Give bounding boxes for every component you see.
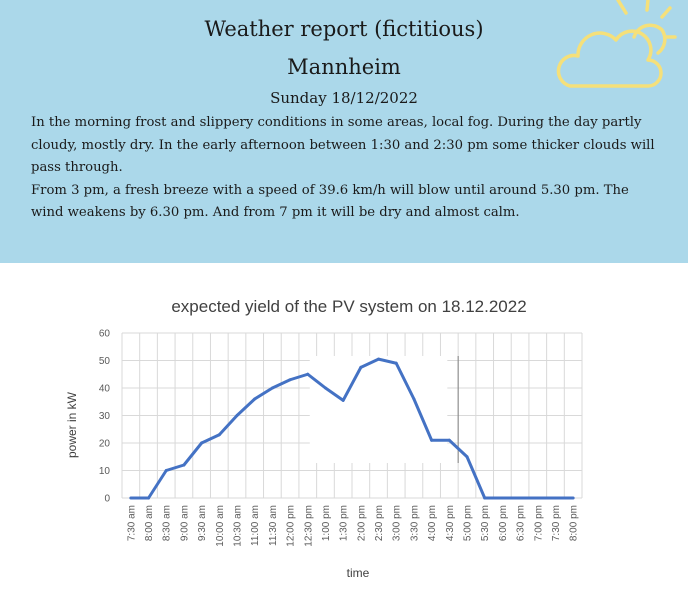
x-axis-ticks: 7:30 am 8:00 am 8:30 am 9:00 am 9:30 am 10:00…: [126, 505, 579, 547]
x-tick-label: 5:30 pm: [480, 505, 491, 541]
x-tick-label: 12:30 pm: [303, 505, 314, 547]
x-tick-label: 7:30 pm: [551, 505, 562, 541]
y-axis-label: power in kW: [65, 391, 79, 458]
x-tick-label: 8:00 am: [144, 505, 155, 541]
y-tick-label: 10: [99, 466, 111, 477]
line-segment: [377, 357, 398, 365]
x-tick-label: 4:30 pm: [445, 505, 456, 541]
plot-overlay-box: [309, 356, 448, 463]
line-segment: [341, 365, 363, 402]
line-segment: [164, 463, 186, 472]
x-tick-label: 11:30 am: [268, 505, 279, 546]
line-segment: [323, 386, 345, 402]
x-tick-label: 9:30 am: [197, 505, 208, 541]
x-tick-label: 2:00 pm: [356, 505, 367, 541]
line-segment: [306, 372, 327, 390]
chart-title: expected yield of the PV system on 18.12…: [171, 297, 526, 316]
line-segment: [465, 455, 487, 500]
line-segment: [200, 433, 221, 445]
partly-cloudy-sun-icon: [556, 0, 677, 88]
x-tick-label: 2:30 pm: [374, 505, 385, 541]
x-tick-label: 7:00 pm: [533, 505, 544, 541]
line-segment: [147, 469, 168, 500]
x-tick-label: 8:00 pm: [569, 505, 580, 541]
report-title: Weather report (fictitious): [204, 17, 484, 41]
report-city: Mannheim: [287, 55, 401, 79]
x-tick-label: 3:00 pm: [392, 505, 403, 541]
line-segment: [217, 414, 239, 437]
line-segment: [182, 441, 204, 467]
x-tick-label: 10:00 am: [215, 505, 226, 547]
x-tick-label: 6:00 pm: [498, 505, 509, 541]
pv-yield-chart: expected yield of the PV system on 18.12…: [65, 297, 583, 580]
series-line: [129, 357, 575, 500]
y-axis-ticks: 0 10 20 30 40 50 60: [99, 329, 111, 505]
forecast-paragraph: From 3 pm, a fresh breeze with a speed o…: [31, 182, 629, 221]
line-segment: [359, 357, 381, 369]
y-tick-label: 40: [99, 384, 111, 395]
y-tick-label: 0: [104, 494, 110, 505]
chart-overlay: [309, 356, 459, 463]
x-tick-label: 8:30 am: [162, 505, 173, 541]
y-tick-label: 60: [99, 329, 111, 340]
x-tick-label: 5:00 pm: [463, 505, 474, 541]
weather-report-banner: Weather report (fictitious) Mannheim Sun…: [0, 0, 688, 263]
line-segment: [253, 386, 274, 401]
forecast-text: In the morning frost and slippery condit…: [31, 112, 659, 225]
x-tick-label: 4:00 pm: [427, 505, 438, 541]
x-tick-label: 1:30 pm: [339, 505, 350, 541]
y-tick-label: 20: [99, 439, 111, 450]
x-tick-label: 12:00 pm: [286, 505, 297, 547]
forecast-paragraph: In the morning frost and slippery condit…: [31, 115, 655, 175]
line-segment: [235, 397, 257, 417]
x-tick-label: 11:00 am: [250, 505, 261, 546]
y-tick-label: 30: [99, 411, 111, 422]
line-segment: [270, 378, 292, 390]
x-tick-label: 7:30 am: [126, 505, 137, 541]
x-tick-label: 6:30 pm: [516, 505, 527, 541]
line-segment: [394, 361, 416, 401]
x-tick-label: 3:30 pm: [409, 505, 420, 541]
report-date: Sunday 18/12/2022: [270, 89, 418, 107]
y-tick-label: 50: [99, 356, 111, 367]
x-tick-label: 9:00 am: [179, 505, 190, 541]
line-segment: [288, 372, 310, 382]
x-axis-label: time: [347, 566, 370, 580]
line-segment: [447, 438, 469, 459]
x-tick-label: 1:00 pm: [321, 505, 332, 541]
x-tick-label: 10:30 am: [233, 505, 244, 547]
line-segment: [412, 397, 434, 442]
